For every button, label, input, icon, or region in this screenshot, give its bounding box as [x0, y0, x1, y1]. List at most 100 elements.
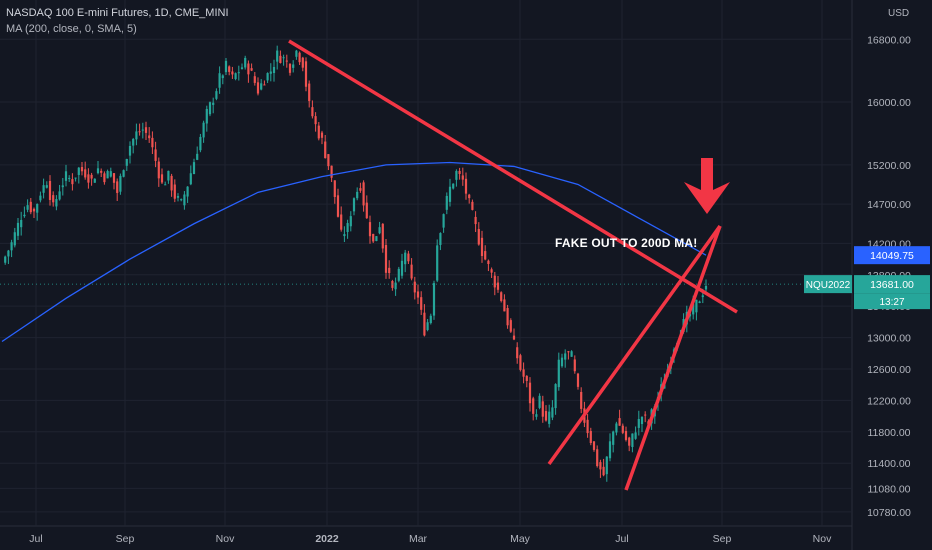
candle-body: [618, 418, 621, 426]
candle-body: [576, 373, 580, 387]
candle-body: [404, 252, 407, 265]
candle-body: [400, 260, 404, 276]
price-tick-label: 11800.00: [867, 427, 910, 439]
candle-body: [397, 268, 400, 281]
candle-body: [477, 229, 480, 245]
symbol-title[interactable]: NASDAQ 100 E-mini Futures, 1D, CME_MINI: [6, 7, 229, 19]
candle-body: [212, 102, 215, 105]
ma-200-line[interactable]: [1, 161, 707, 343]
candle-body: [701, 295, 704, 298]
price-label-value: 14049.75: [870, 250, 914, 262]
candle-body: [260, 83, 263, 90]
indicator-label[interactable]: MA (200, close, 0, SMA, 5): [6, 23, 137, 35]
candle-body: [381, 223, 384, 249]
candle-body: [608, 441, 612, 459]
candle-body: [615, 423, 618, 433]
candle-body: [557, 359, 560, 388]
candle-body: [189, 173, 192, 185]
candle-body: [263, 84, 266, 86]
candle-body: [77, 167, 80, 175]
candle-body: [564, 353, 567, 360]
resistance-trendline[interactable]: [288, 39, 738, 314]
candle-body: [58, 191, 61, 200]
price-label-value: 13681.00: [870, 279, 914, 291]
candle-body: [256, 82, 260, 94]
candle-body: [490, 269, 493, 273]
candle-body: [266, 73, 269, 81]
candle-body: [634, 432, 637, 439]
candle-body: [141, 129, 144, 131]
candle-body: [519, 355, 522, 370]
candle-body: [311, 107, 314, 117]
candle-body: [516, 347, 519, 359]
candle-body: [621, 425, 624, 433]
candle-body: [237, 72, 240, 74]
time-tick-label: Sep: [116, 533, 135, 545]
candle-body: [631, 433, 634, 448]
candle-body: [135, 131, 138, 140]
price-tick-label: 13000.00: [867, 333, 911, 345]
candle-body: [317, 125, 320, 139]
candle-body: [116, 181, 119, 193]
candle-body: [448, 186, 452, 202]
candle-body: [253, 76, 256, 83]
candle-body: [525, 375, 528, 381]
candle-body: [560, 357, 564, 367]
candle-body: [61, 185, 64, 188]
wedge-lower-trendline[interactable]: [547, 224, 722, 466]
candle-body: [474, 216, 477, 225]
candle-body: [20, 219, 23, 228]
candle-body: [471, 201, 474, 210]
time-tick-label: Mar: [409, 533, 428, 545]
candle-body: [429, 315, 432, 324]
candle-body: [528, 382, 532, 404]
candle-body: [295, 50, 298, 57]
candle-body: [346, 223, 349, 233]
candle-body: [301, 57, 304, 68]
candle-body: [288, 64, 292, 73]
candle-body: [23, 214, 26, 217]
candle-body: [138, 131, 141, 133]
candle-body: [455, 170, 458, 180]
candle-body: [362, 182, 365, 206]
candle-body: [509, 320, 512, 332]
candle-body: [452, 183, 455, 189]
candle-body: [208, 102, 212, 115]
candle-body: [292, 64, 295, 68]
candle-body: [205, 108, 208, 124]
candle-body: [247, 63, 250, 75]
candle-body: [276, 50, 279, 62]
candle-body: [183, 194, 186, 206]
candle-body: [704, 286, 708, 290]
candle-body: [71, 179, 74, 185]
wedge-upper-trendline[interactable]: [624, 225, 722, 491]
candle-body: [586, 419, 589, 434]
price-tick-label: 11080.00: [867, 483, 910, 495]
candle-body: [484, 251, 487, 260]
candle-body: [285, 60, 288, 62]
candle-body: [324, 141, 327, 159]
price-label-sub-box: [854, 293, 930, 310]
down-arrow-icon: [684, 158, 730, 214]
candle-body: [7, 250, 10, 257]
candle-body: [160, 174, 164, 183]
candle-body: [80, 167, 84, 172]
candle-body: [68, 177, 71, 179]
candle-body: [605, 456, 608, 475]
candle-body: [186, 186, 189, 197]
candle-body: [10, 242, 13, 251]
candle-body: [506, 308, 509, 326]
candle-body: [432, 283, 436, 316]
price-label-countdown: 13:27: [879, 297, 904, 308]
candle-body: [304, 61, 308, 87]
candle-body: [644, 414, 647, 416]
candle-body: [269, 71, 272, 74]
candle-body: [202, 122, 205, 138]
candle-body: [394, 282, 397, 290]
price-tick-label: 12600.00: [867, 364, 911, 376]
candle-body: [122, 170, 125, 177]
candle-body: [500, 292, 503, 301]
candle-body: [224, 60, 228, 73]
candle-body: [42, 185, 45, 193]
